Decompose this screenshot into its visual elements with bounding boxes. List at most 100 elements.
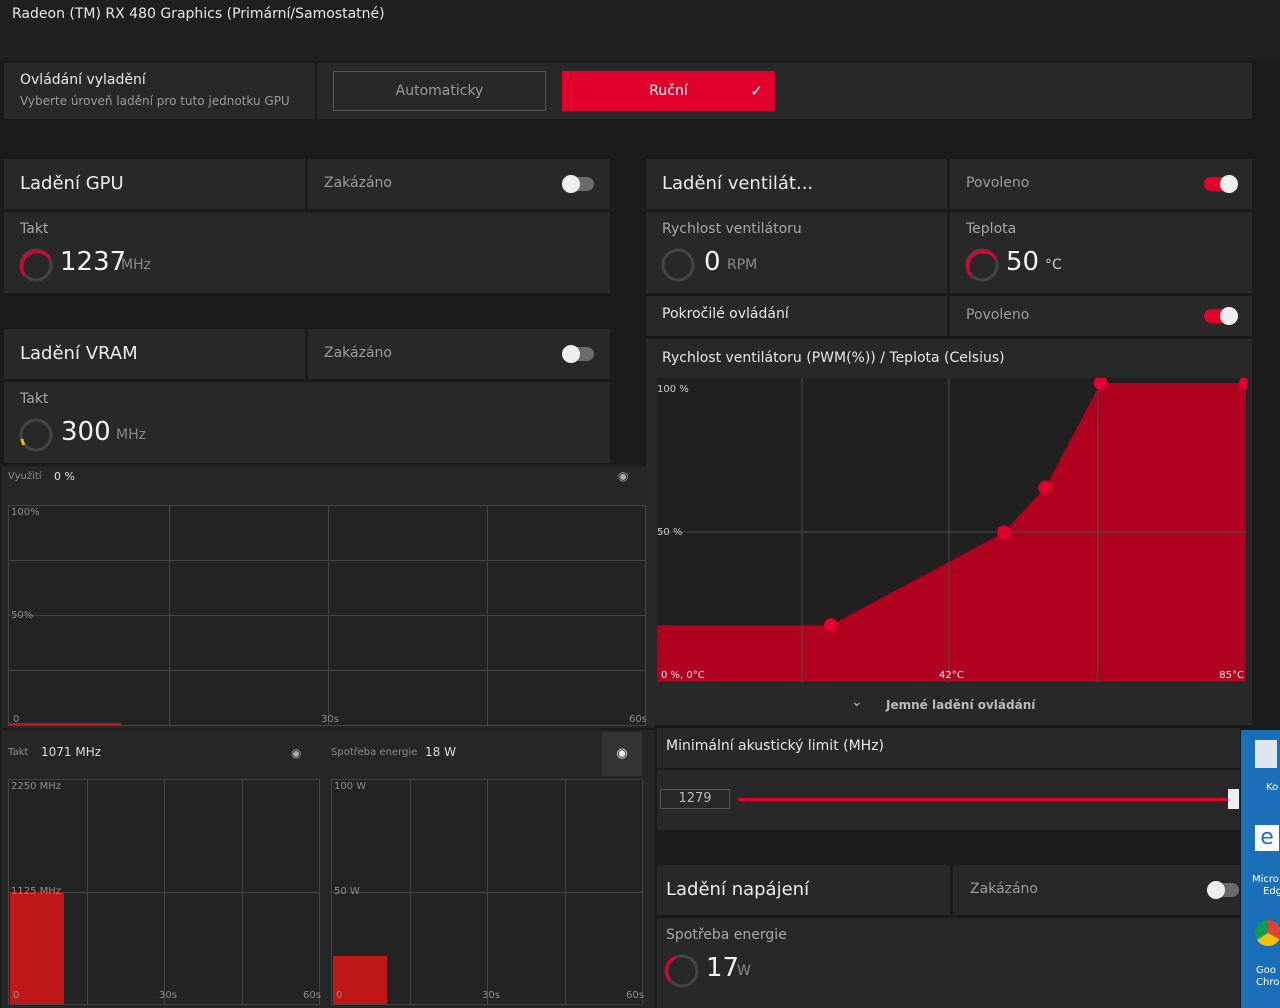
status: Povoleno <box>966 307 1029 323</box>
toggle[interactable] <box>1204 177 1236 191</box>
icon-label: Chro <box>1256 977 1279 988</box>
axis-label: 0 <box>13 990 19 1001</box>
axis-label: 2250 MHz <box>11 781 61 792</box>
toggle[interactable] <box>1207 883 1239 897</box>
divider <box>4 209 610 212</box>
curve-label: 42°C <box>939 670 964 681</box>
acoustic-limit: Minimální akustický limit (MHz) 1279 <box>657 728 1240 830</box>
axis-label: 0 <box>336 990 342 1001</box>
title: Ladění VRAM <box>20 343 138 364</box>
recycle-icon[interactable] <box>1255 740 1277 768</box>
curve-label: 85°C <box>1219 670 1244 681</box>
axis-label: 0 <box>13 714 19 725</box>
temp-label: Teplota <box>966 221 1016 237</box>
eye-icon[interactable]: ◉ <box>291 746 301 760</box>
status: Zakázáno <box>324 175 392 191</box>
axis-label: 1125 MHz <box>11 886 61 897</box>
label: Takt <box>8 747 28 758</box>
status: Povoleno <box>966 175 1029 191</box>
label: Spotřeba energie <box>331 747 417 758</box>
graph: 100% 50% 0 30s 60s <box>8 505 646 726</box>
chrome-icon[interactable] <box>1255 920 1280 946</box>
fine-tuning[interactable]: Jemné ladění ovládání <box>886 698 1035 712</box>
axis-label: 50% <box>11 610 33 621</box>
axis-label: 30s <box>159 990 177 1001</box>
graph-power: 100 W 50 W 0 30s 60s <box>331 779 643 1005</box>
icon-label: Micro <box>1252 874 1279 885</box>
value-input[interactable]: 1279 <box>660 789 730 809</box>
temp-unit: °C <box>1045 257 1062 273</box>
divider <box>305 159 308 209</box>
toggle[interactable] <box>562 177 594 191</box>
divider <box>305 329 308 379</box>
vram-tuning: Ladění VRAM Zakázáno Takt 300 MHz <box>4 329 610 463</box>
speed-label: Rychlost ventilátoru <box>662 221 802 237</box>
value: 17 <box>706 953 739 983</box>
divider <box>315 63 317 119</box>
monitor-lower: Takt 1071 MHz ◉ Spotřeba energie 18 W ◉ … <box>2 730 655 1008</box>
metric-label: Takt <box>20 391 48 407</box>
monitor-usage: Využití 0 % ◉ 100% 50% 0 30s 60s <box>2 466 655 728</box>
curve-label: 100 % <box>657 384 689 395</box>
subtitle: Vyberte úroveň ladění pro tuto jednotku … <box>20 94 290 108</box>
fan-tuning: Ladění ventilát... Povoleno Rychlost ven… <box>646 159 1252 293</box>
slider-track[interactable] <box>738 798 1230 801</box>
label: Minimální akustický limit (MHz) <box>666 738 884 754</box>
speed-unit: RPM <box>727 257 757 273</box>
curve-point[interactable] <box>1038 481 1052 495</box>
fan-curve: 100 % 50 % 0 %, 0°C 42°C 85°C <box>657 378 1247 683</box>
axis-label: 30s <box>482 990 500 1001</box>
value: 18 W <box>425 745 456 759</box>
gauge <box>660 247 696 283</box>
metric-label: Spotřeba energie <box>666 927 787 943</box>
divider <box>950 865 953 915</box>
title: Ladění ventilát... <box>662 173 813 194</box>
curve-point[interactable] <box>997 526 1011 540</box>
curve-title: Rychlost ventilátoru (PWM(%)) / Teplota … <box>662 350 1005 366</box>
speed-value: 0 <box>704 247 721 277</box>
unit: W <box>737 963 751 979</box>
gpu-tuning: Ladění GPU Zakázáno Takt 1237 MHz <box>4 159 610 293</box>
axis-label: 100 W <box>334 781 366 792</box>
value: 1237 <box>60 247 126 277</box>
curve-label: 50 % <box>657 527 682 538</box>
unit: MHz <box>116 427 146 443</box>
divider <box>947 296 950 336</box>
chevron[interactable]: ⌄ <box>851 694 863 710</box>
status: Zakázáno <box>970 881 1038 897</box>
value: 300 <box>61 417 111 447</box>
axis-label: 50 W <box>334 886 360 897</box>
slider-thumb[interactable] <box>1228 789 1239 809</box>
icon-label: Ko <box>1266 782 1278 793</box>
temp-value: 50 <box>1006 247 1039 277</box>
metric-label: Takt <box>20 221 48 237</box>
eye-icon[interactable]: ◉ <box>618 469 628 483</box>
divider <box>947 159 950 293</box>
gauge <box>664 953 700 989</box>
check: ✓ <box>750 71 763 111</box>
curve-label: 0 %, 0°C <box>661 670 705 681</box>
gauge <box>18 417 54 453</box>
axis-label: 60s <box>626 990 644 1001</box>
divider <box>646 209 1252 212</box>
label: Ruční <box>649 83 687 99</box>
graph-clock: 2250 MHz 1125 MHz 0 30s 60s <box>8 779 320 1005</box>
curve-point[interactable] <box>824 618 838 632</box>
label: Využití <box>8 471 42 482</box>
icon-label: Edg <box>1263 886 1280 897</box>
option-manual[interactable]: Ruční ✓ <box>562 71 775 111</box>
title: Ovládání vyladění <box>20 72 146 88</box>
desktop: Ko e Micro Edg Goo Chro <box>1241 730 1280 1008</box>
title-bar: Radeon (TM) RX 480 Graphics (Primární/Sa… <box>0 0 1280 60</box>
value: 1071 MHz <box>41 745 101 759</box>
option-auto[interactable]: Automaticky <box>333 71 546 111</box>
unit: MHz <box>121 257 151 273</box>
icon-label: Goo <box>1256 965 1276 976</box>
toggle[interactable] <box>1204 309 1236 323</box>
axis-label: 100% <box>11 507 40 518</box>
edge-icon[interactable]: e <box>1255 825 1279 851</box>
toggle[interactable] <box>562 347 594 361</box>
eye-button[interactable]: ◉ <box>602 732 642 776</box>
axis-label: 60s <box>303 990 321 1001</box>
